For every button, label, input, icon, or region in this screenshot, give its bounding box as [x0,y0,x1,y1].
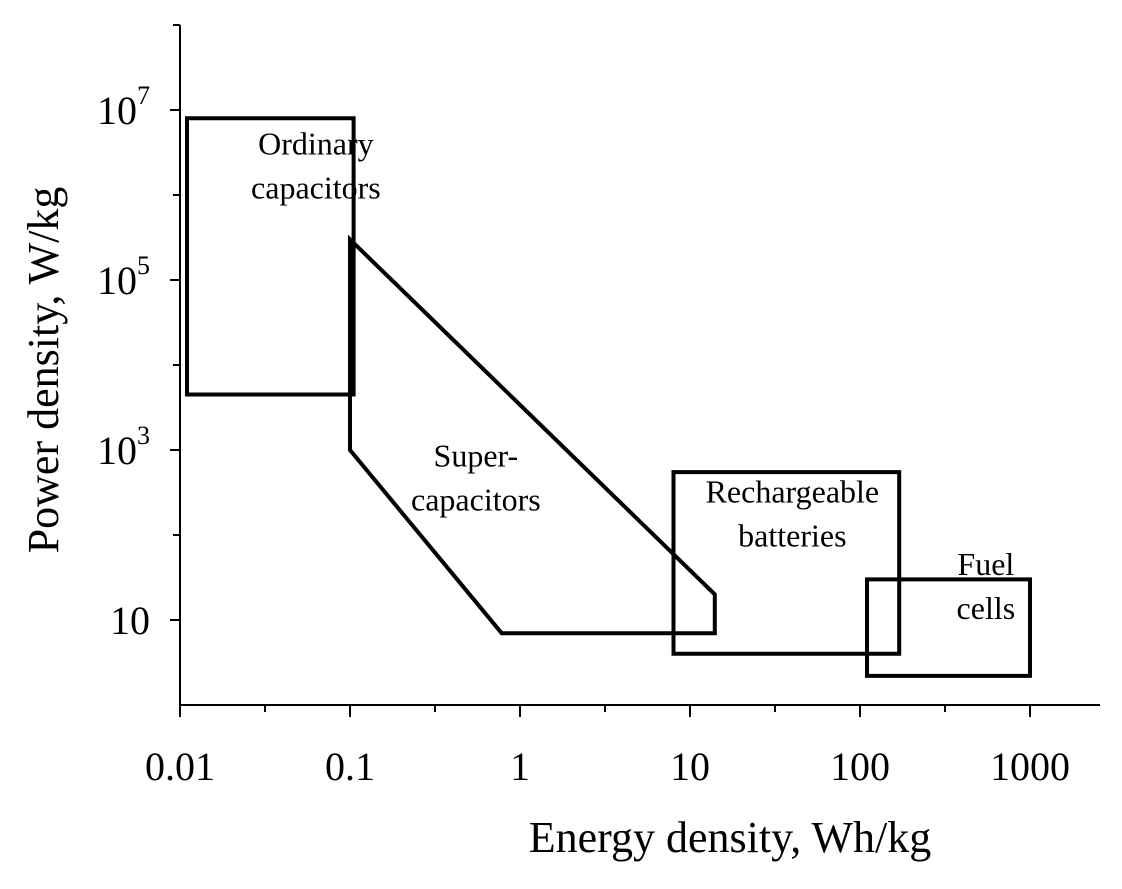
x-tick-label: 1 [510,744,530,789]
rechargeable-batteries-region [671,470,902,656]
x-tick-label: 0.01 [145,744,215,789]
x-axis-title: Energy density, Wh/kg [529,813,931,862]
x-tick-label: 100 [830,744,890,789]
rechargeable-batteries-label: Rechargeable batteries [706,474,880,554]
fuel-cells-region [865,577,1032,678]
x-tick-label: 10 [670,744,710,789]
x-tick-label: 0.1 [325,744,375,789]
y-ticks: 10 103 105 107 [97,81,180,643]
ordinary-capacitors-label: Ordinary capacitors [251,125,381,205]
regions: Ordinary capacitors Super-capacitors Rechar… [185,116,1032,678]
y-tick-label: 103 [97,421,150,473]
y-tick-label: 105 [97,251,150,303]
x-minor-ticks [264,705,946,712]
x-ticks: 0.01 0.1 1 10 100 1000 [145,705,1070,789]
y-minor-ticks [173,24,180,536]
y-tick-label: 107 [97,81,150,133]
y-tick-label: 10 [110,598,150,643]
super-capacitors-region [348,234,717,636]
y-axis-title: Power density, W/kg [19,187,68,554]
super-capacitors-label: Super-capacitors [411,437,541,517]
fuel-cells-label: Fuel cells [957,546,1016,626]
ordinary-capacitors-region [185,116,356,397]
x-tick-label: 1000 [990,744,1070,789]
